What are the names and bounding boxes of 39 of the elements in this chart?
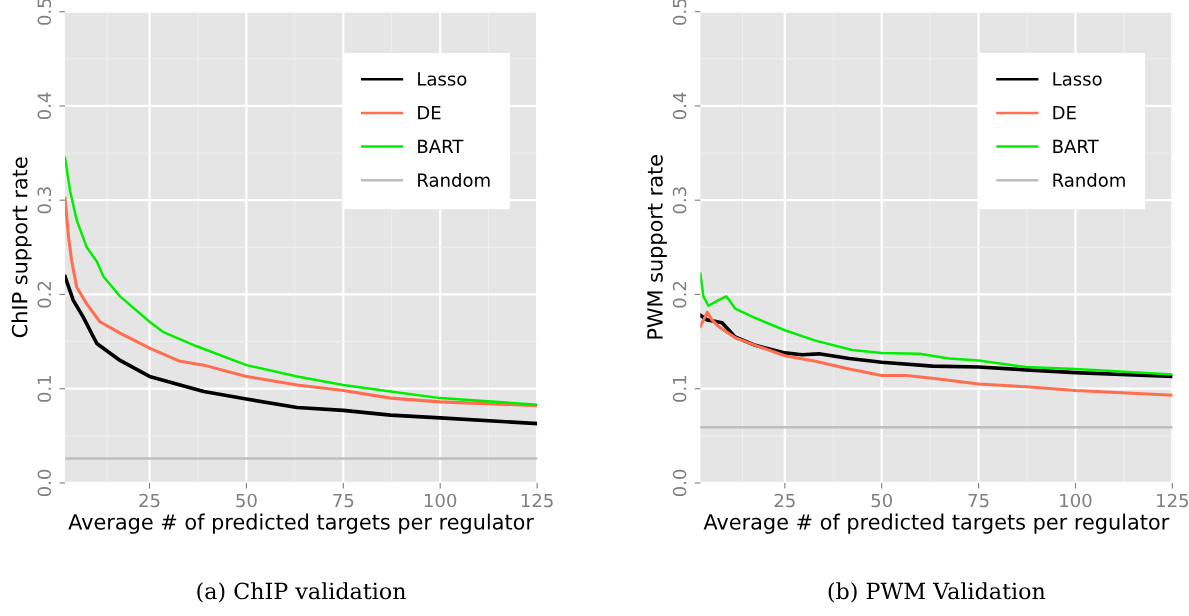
y-tick-label: 0.3	[37, 187, 52, 214]
x-axis-title: Average # of predicted targets per regulator	[68, 513, 534, 534]
legend-label: BART	[1053, 139, 1099, 153]
y-tick-label: 0.1	[37, 376, 52, 402]
y-tick-label: 0.4	[37, 92, 52, 120]
x-tick-label: 25	[774, 493, 795, 508]
x-tick-label: 125	[521, 493, 553, 508]
line-series	[65, 274, 538, 426]
legend-label: Random	[418, 172, 490, 187]
legend-label: DE	[1053, 106, 1076, 120]
y-tick-label: 0.2	[37, 281, 52, 308]
legend-label: Lasso	[1053, 72, 1102, 86]
x-tick-label: 75	[968, 493, 989, 508]
line-series	[65, 156, 538, 406]
y-tick-label: 0.3	[672, 187, 687, 214]
x-tick-label: 100	[424, 493, 457, 508]
line-series	[700, 310, 1173, 397]
line-series	[65, 196, 538, 408]
legend-label: Lasso	[418, 72, 467, 86]
x-tick-label: 125	[1157, 493, 1189, 508]
y-tick-label: 0.1	[672, 376, 687, 402]
text: (a) ChIP validation	[197, 582, 406, 603]
legend-label: Random	[1053, 172, 1125, 187]
x-tick-label: 100	[1060, 493, 1092, 508]
y-tick-label: 0.0	[672, 469, 687, 497]
x-tick-label: 50	[871, 493, 892, 508]
y-tick-label: 0.4	[672, 92, 687, 120]
x-tick-label: 50	[236, 493, 257, 508]
x-axis-title: Average # of predicted targets per regulator	[703, 513, 1170, 534]
y-axis-title: PWM support rate	[647, 155, 667, 339]
y-tick-label: 0.0	[37, 469, 52, 497]
line-series	[700, 272, 1173, 376]
x-tick-label: 25	[139, 493, 160, 508]
y-tick-label: 0.2	[672, 281, 687, 308]
y-axis-title: ChIP support rate	[11, 157, 32, 338]
text: (b) PWM Validation	[828, 582, 1046, 603]
legend-label: DE	[418, 106, 441, 120]
x-tick-label: 75	[333, 493, 354, 508]
legend-label: BART	[418, 139, 464, 153]
